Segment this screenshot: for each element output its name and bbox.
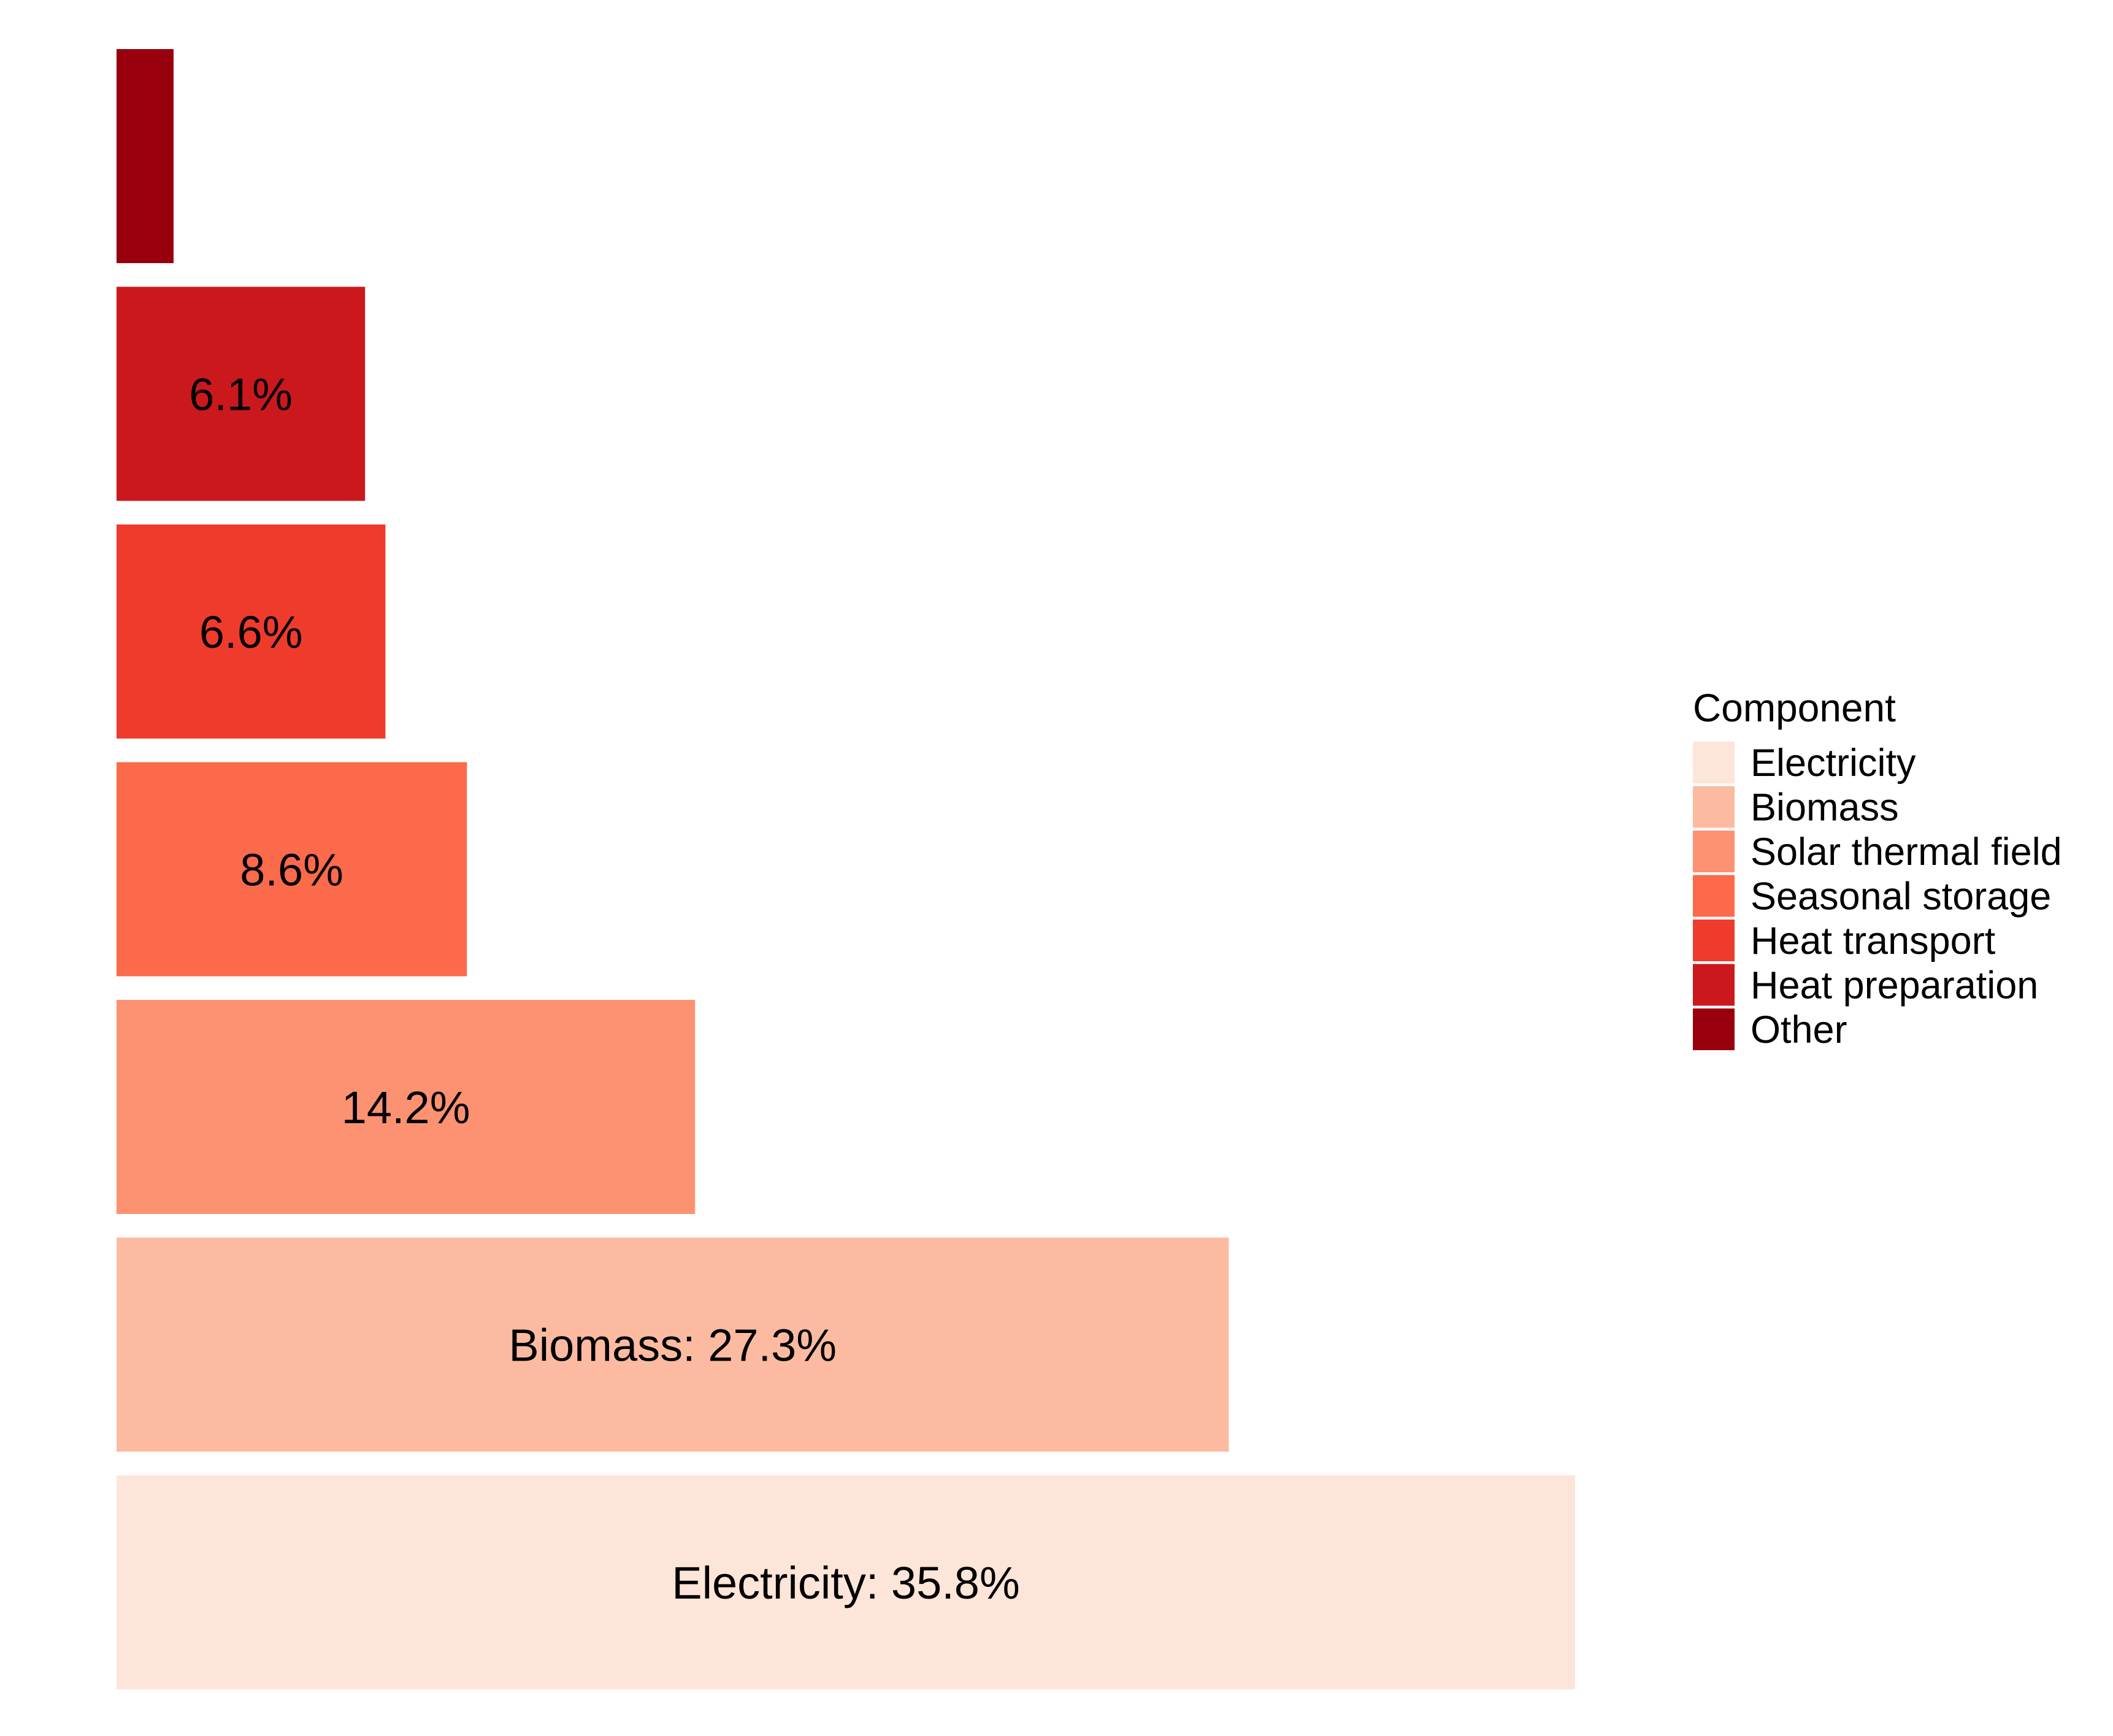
bar-heat-preparation — [117, 286, 366, 501]
legend-key-biomass — [1693, 786, 1735, 828]
bar-seasonal-storage — [117, 762, 467, 977]
bar-solar-thermal-field — [117, 1000, 696, 1214]
legend-label-other: Other — [1751, 1008, 1847, 1051]
bar-electricity — [117, 1475, 1575, 1689]
legend-label-solar-thermal-field: Solar thermal field — [1751, 831, 2062, 874]
bar-heat-transport — [117, 524, 386, 739]
bar-labels-layer: Electricity: 35.8% Biomass: 27.3% 14.2% 8.6… — [189, 369, 1020, 1608]
legend-label-seasonal-storage: Seasonal storage — [1751, 875, 2051, 918]
legend-label-heat-preparation: Heat preparation — [1751, 964, 2038, 1007]
bar-label-heat-preparation: 6.1% — [189, 369, 293, 420]
legend-key-heat-preparation — [1693, 964, 1735, 1006]
legend-key-heat-transport — [1693, 920, 1735, 961]
legend-label-electricity: Electricity — [1751, 742, 1916, 785]
bar-label-heat-transport: 6.6% — [199, 607, 303, 658]
bar-other — [117, 49, 174, 263]
bar-label-electricity: Electricity: 35.8% — [672, 1557, 1020, 1608]
legend-label-biomass: Biomass — [1751, 786, 1899, 829]
bars-layer — [117, 49, 1575, 1689]
legend-key-seasonal-storage — [1693, 875, 1735, 917]
bar-label-seasonal-storage: 8.6% — [240, 845, 343, 896]
legend-key-other — [1693, 1008, 1735, 1050]
legend-key-electricity — [1693, 742, 1735, 783]
legend-title: Component — [1693, 686, 1896, 730]
legend-key-solar-thermal-field — [1693, 831, 1735, 872]
legend-label-heat-transport: Heat transport — [1751, 920, 1996, 962]
bar-label-biomass: Biomass: 27.3% — [508, 1320, 837, 1371]
bar-label-solar-thermal-field: 14.2% — [342, 1082, 470, 1133]
bar-biomass — [117, 1237, 1229, 1452]
